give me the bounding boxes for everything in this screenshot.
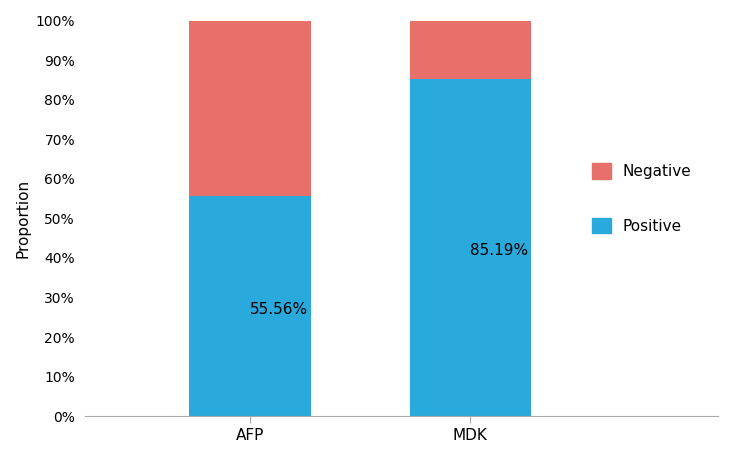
Text: 85.19%: 85.19% <box>470 242 528 257</box>
Bar <box>410 21 531 79</box>
Y-axis label: Proportion: Proportion <box>15 179 30 258</box>
Text: 55.56%: 55.56% <box>250 302 308 317</box>
Bar <box>189 196 311 416</box>
Bar <box>410 79 531 416</box>
Legend: Negative, Positive: Negative, Positive <box>586 158 698 240</box>
Bar <box>189 21 311 196</box>
